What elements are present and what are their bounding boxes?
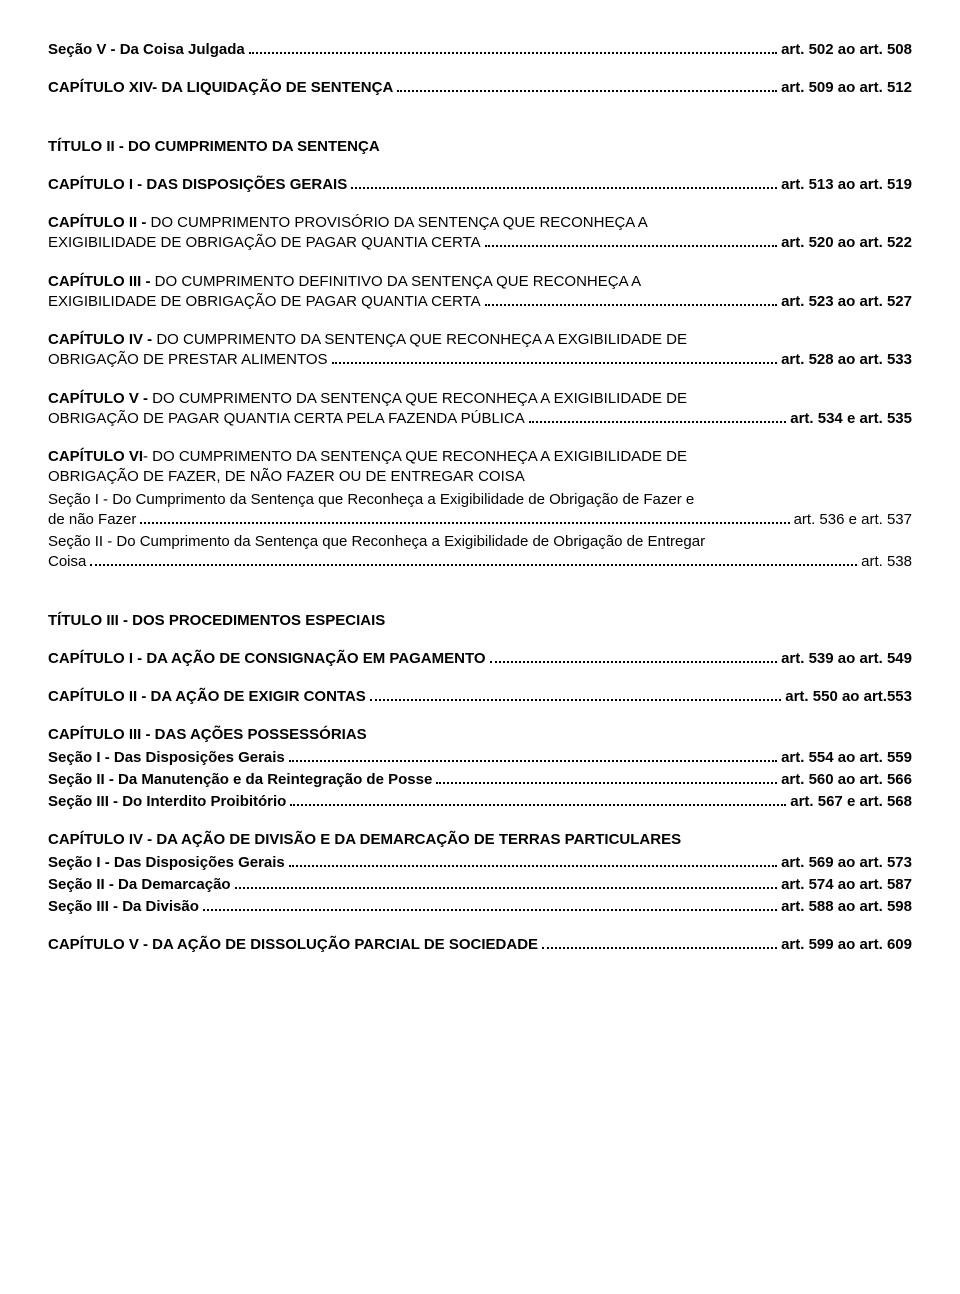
entry-ref: art. 536 e art. 537 [794, 510, 912, 530]
entry-ref: art. 513 ao art. 519 [781, 175, 912, 195]
cap6-body-line1: - DO CUMPRIMENTO DA SENTENÇA QUE RECONHE… [143, 448, 687, 465]
toc-entry-secao-ii-manutencao: Seção II - Da Manutenção e da Reintegraç… [48, 770, 912, 790]
entry-lead: CAPÍTULO II - [48, 214, 146, 231]
toc-entry-capitulo-ii-exigir-contas: CAPÍTULO II - DA AÇÃO DE EXIGIR CONTAS a… [48, 687, 912, 707]
toc-entry-capitulo-v-fazenda: CAPÍTULO V - DO CUMPRIMENTO DA SENTENÇA … [48, 389, 912, 430]
dot-leader [332, 362, 778, 364]
entry-ref: art. 588 ao art. 598 [781, 897, 912, 917]
entry-label: CAPÍTULO I - DA AÇÃO DE CONSIGNAÇÃO EM P… [48, 649, 486, 669]
dot-leader [542, 947, 777, 949]
entry-ref: art. 528 ao art. 533 [781, 350, 912, 370]
toc-entry-secao-ii-entregar: Seção II - Do Cumprimento da Sentença qu… [48, 532, 912, 573]
dot-leader [490, 661, 778, 663]
dot-leader [140, 522, 789, 524]
toc-entry-capitulo-v-dissolucao: CAPÍTULO V - DA AÇÃO DE DISSOLUÇÃO PARCI… [48, 935, 912, 955]
entry-lead: CAPÍTULO III - [48, 273, 151, 290]
entry-label: Seção III - Do Interdito Proibitório [48, 792, 286, 812]
entry-body-line2: OBRIGAÇÃO DE PRESTAR ALIMENTOS [48, 350, 328, 370]
toc-entry-capitulo-iii-definitivo: CAPÍTULO III - DO CUMPRIMENTO DEFINITIVO… [48, 272, 912, 313]
dot-leader [235, 887, 777, 889]
dot-leader [485, 245, 777, 247]
entry-ref: art. 509 ao art. 512 [781, 78, 912, 98]
dot-leader [289, 865, 777, 867]
cap6-body-line2: OBRIGAÇÃO DE FAZER, DE NÃO FAZER OU DE E… [48, 467, 912, 487]
heading-capitulo-iii-possessorias: CAPÍTULO III - DAS AÇÕES POSSESSÓRIAS [48, 725, 912, 745]
entry-label: Seção III - Da Divisão [48, 897, 199, 917]
toc-entry-capitulo-xiv: CAPÍTULO XIV- DA LIQUIDAÇÃO DE SENTENÇA … [48, 78, 912, 98]
entry-line1: Seção II - Do Cumprimento da Sentença qu… [48, 532, 912, 552]
entry-body-line1: DO CUMPRIMENTO DA SENTENÇA QUE RECONHEÇA… [152, 331, 687, 348]
toc-entry-capitulo-ii-provisorio: CAPÍTULO II - DO CUMPRIMENTO PROVISÓRIO … [48, 213, 912, 254]
entry-ref: art. 550 ao art.553 [785, 687, 912, 707]
dot-leader [351, 187, 777, 189]
entry-label: Seção I - Das Disposições Gerais [48, 748, 285, 768]
heading-titulo-ii: TÍTULO II - DO CUMPRIMENTO DA SENTENÇA [48, 137, 912, 157]
entry-label: de não Fazer [48, 510, 136, 530]
entry-ref: art. 569 ao art. 573 [781, 853, 912, 873]
dot-leader [485, 304, 777, 306]
entry-label: CAPÍTULO I - DAS DISPOSIÇÕES GERAIS [48, 175, 347, 195]
toc-entry-capitulo-i-disposicoes: CAPÍTULO I - DAS DISPOSIÇÕES GERAIS art.… [48, 175, 912, 195]
entry-body-line1: DO CUMPRIMENTO DA SENTENÇA QUE RECONHEÇA… [148, 390, 687, 407]
entry-label: Seção I - Das Disposições Gerais [48, 853, 285, 873]
entry-ref: art. 520 ao art. 522 [781, 233, 912, 253]
toc-entry-secao-v-coisa-julgada: Seção V - Da Coisa Julgada art. 502 ao a… [48, 40, 912, 60]
entry-ref: art. 534 e art. 535 [790, 409, 912, 429]
entry-ref: art. 539 ao art. 549 [781, 649, 912, 669]
toc-entry-secao-i-fazer: Seção I - Do Cumprimento da Sentença que… [48, 490, 912, 531]
dot-leader [290, 804, 786, 806]
entry-label: Seção II - Da Demarcação [48, 875, 231, 895]
entry-body-line2: EXIGIBILIDADE DE OBRIGAÇÃO DE PAGAR QUAN… [48, 292, 481, 312]
entry-label: CAPÍTULO II - DA AÇÃO DE EXIGIR CONTAS [48, 687, 366, 707]
entry-label: CAPÍTULO XIV- DA LIQUIDAÇÃO DE SENTENÇA [48, 78, 393, 98]
cap6-lead: CAPÍTULO VI [48, 448, 143, 465]
entry-body-line2: EXIGIBILIDADE DE OBRIGAÇÃO DE PAGAR QUAN… [48, 233, 481, 253]
entry-label: Seção V - Da Coisa Julgada [48, 40, 245, 60]
toc-entry-secao-i-disposicoes-gerais-1: Seção I - Das Disposições Gerais art. 55… [48, 748, 912, 768]
toc-entry-capitulo-vi-fazer: CAPÍTULO VI- DO CUMPRIMENTO DA SENTENÇA … [48, 447, 912, 488]
toc-entry-secao-iii-divisao: Seção III - Da Divisão art. 588 ao art. … [48, 897, 912, 917]
dot-leader [529, 421, 786, 423]
entry-lead: CAPÍTULO IV - [48, 331, 152, 348]
entry-ref: art. 502 ao art. 508 [781, 40, 912, 60]
heading-capitulo-iv-divisao: CAPÍTULO IV - DA AÇÃO DE DIVISÃO E DA DE… [48, 830, 912, 850]
entry-ref: art. 554 ao art. 559 [781, 748, 912, 768]
entry-label: CAPÍTULO V - DA AÇÃO DE DISSOLUÇÃO PARCI… [48, 935, 538, 955]
toc-entry-capitulo-iv-alimentos: CAPÍTULO IV - DO CUMPRIMENTO DA SENTENÇA… [48, 330, 912, 371]
entry-body-line1: DO CUMPRIMENTO PROVISÓRIO DA SENTENÇA QU… [146, 214, 647, 231]
dot-leader [397, 90, 777, 92]
entry-ref: art. 567 e art. 568 [790, 792, 912, 812]
entry-label: Coisa [48, 552, 86, 572]
dot-leader [203, 909, 777, 911]
toc-entry-secao-iii-interdito: Seção III - Do Interdito Proibitório art… [48, 792, 912, 812]
entry-line1: Seção I - Do Cumprimento da Sentença que… [48, 490, 912, 510]
entry-lead: CAPÍTULO V - [48, 390, 148, 407]
entry-ref: art. 538 [861, 552, 912, 572]
entry-ref: art. 560 ao art. 566 [781, 770, 912, 790]
entry-ref: art. 574 ao art. 587 [781, 875, 912, 895]
entry-body-line2: OBRIGAÇÃO DE PAGAR QUANTIA CERTA PELA FA… [48, 409, 525, 429]
entry-body-line1: DO CUMPRIMENTO DEFINITIVO DA SENTENÇA QU… [151, 273, 642, 290]
toc-entry-secao-i-disposicoes-gerais-2: Seção I - Das Disposições Gerais art. 56… [48, 853, 912, 873]
toc-entry-secao-ii-demarcacao: Seção II - Da Demarcação art. 574 ao art… [48, 875, 912, 895]
entry-ref: art. 523 ao art. 527 [781, 292, 912, 312]
entry-label: Seção II - Da Manutenção e da Reintegraç… [48, 770, 432, 790]
dot-leader [90, 564, 857, 566]
toc-entry-capitulo-i-consignacao: CAPÍTULO I - DA AÇÃO DE CONSIGNAÇÃO EM P… [48, 649, 912, 669]
heading-titulo-iii: TÍTULO III - DOS PROCEDIMENTOS ESPECIAIS [48, 611, 912, 631]
entry-ref: art. 599 ao art. 609 [781, 935, 912, 955]
dot-leader [249, 52, 777, 54]
dot-leader [436, 782, 777, 784]
dot-leader [289, 760, 777, 762]
dot-leader [370, 699, 781, 701]
